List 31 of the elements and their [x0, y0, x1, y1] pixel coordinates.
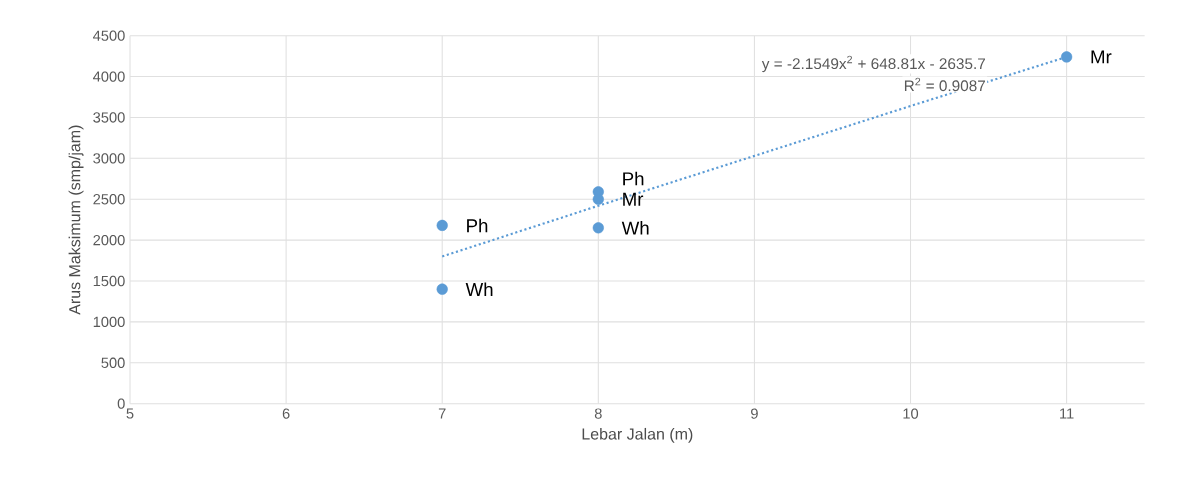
annotation: R$^{2}$ = 0.9087	[904, 77, 986, 92]
y-tick-label: 1000	[93, 316, 125, 328]
annotation: y = -2.1549x$^{2}$ + 648.81x - 2635.7	[761, 55, 985, 73]
x-tick-label: 6	[282, 408, 290, 419]
point	[436, 219, 448, 231]
x-tick-label: 9	[751, 408, 758, 419]
point	[436, 283, 448, 295]
point	[592, 222, 604, 234]
annotation: Ph	[623, 171, 644, 186]
x-tick-label: 8	[594, 408, 602, 419]
x-tick-label: 5	[126, 408, 134, 419]
x-tick-label: 7	[438, 408, 446, 419]
annotation: Wh	[621, 221, 649, 235]
annotation: Mr	[623, 192, 644, 206]
y-tick-label: 3000	[93, 153, 125, 164]
y-tick-label: 2000	[93, 234, 125, 246]
x-axis-title: Lebar Jalan (m)	[582, 427, 693, 443]
y-axis-title: Arus Maksimum (smp/jam)	[68, 125, 84, 315]
y-tick-label: 3500	[93, 112, 125, 123]
y-tick-label: 4500	[93, 30, 125, 41]
y-tick-label: 1500	[93, 275, 125, 287]
x-tick-label: 10	[903, 408, 919, 419]
annotation: Mr	[1091, 50, 1112, 64]
y-tick-label: 2500	[93, 194, 125, 205]
annotation: Wh	[465, 282, 493, 296]
y-tick-label: 500	[101, 357, 125, 368]
y-tick-label: 0	[117, 398, 125, 409]
x-tick-label: 11	[1060, 408, 1074, 419]
y-tick-label: 4000	[93, 71, 125, 82]
point	[1061, 51, 1073, 63]
annotation: Ph	[467, 218, 488, 233]
